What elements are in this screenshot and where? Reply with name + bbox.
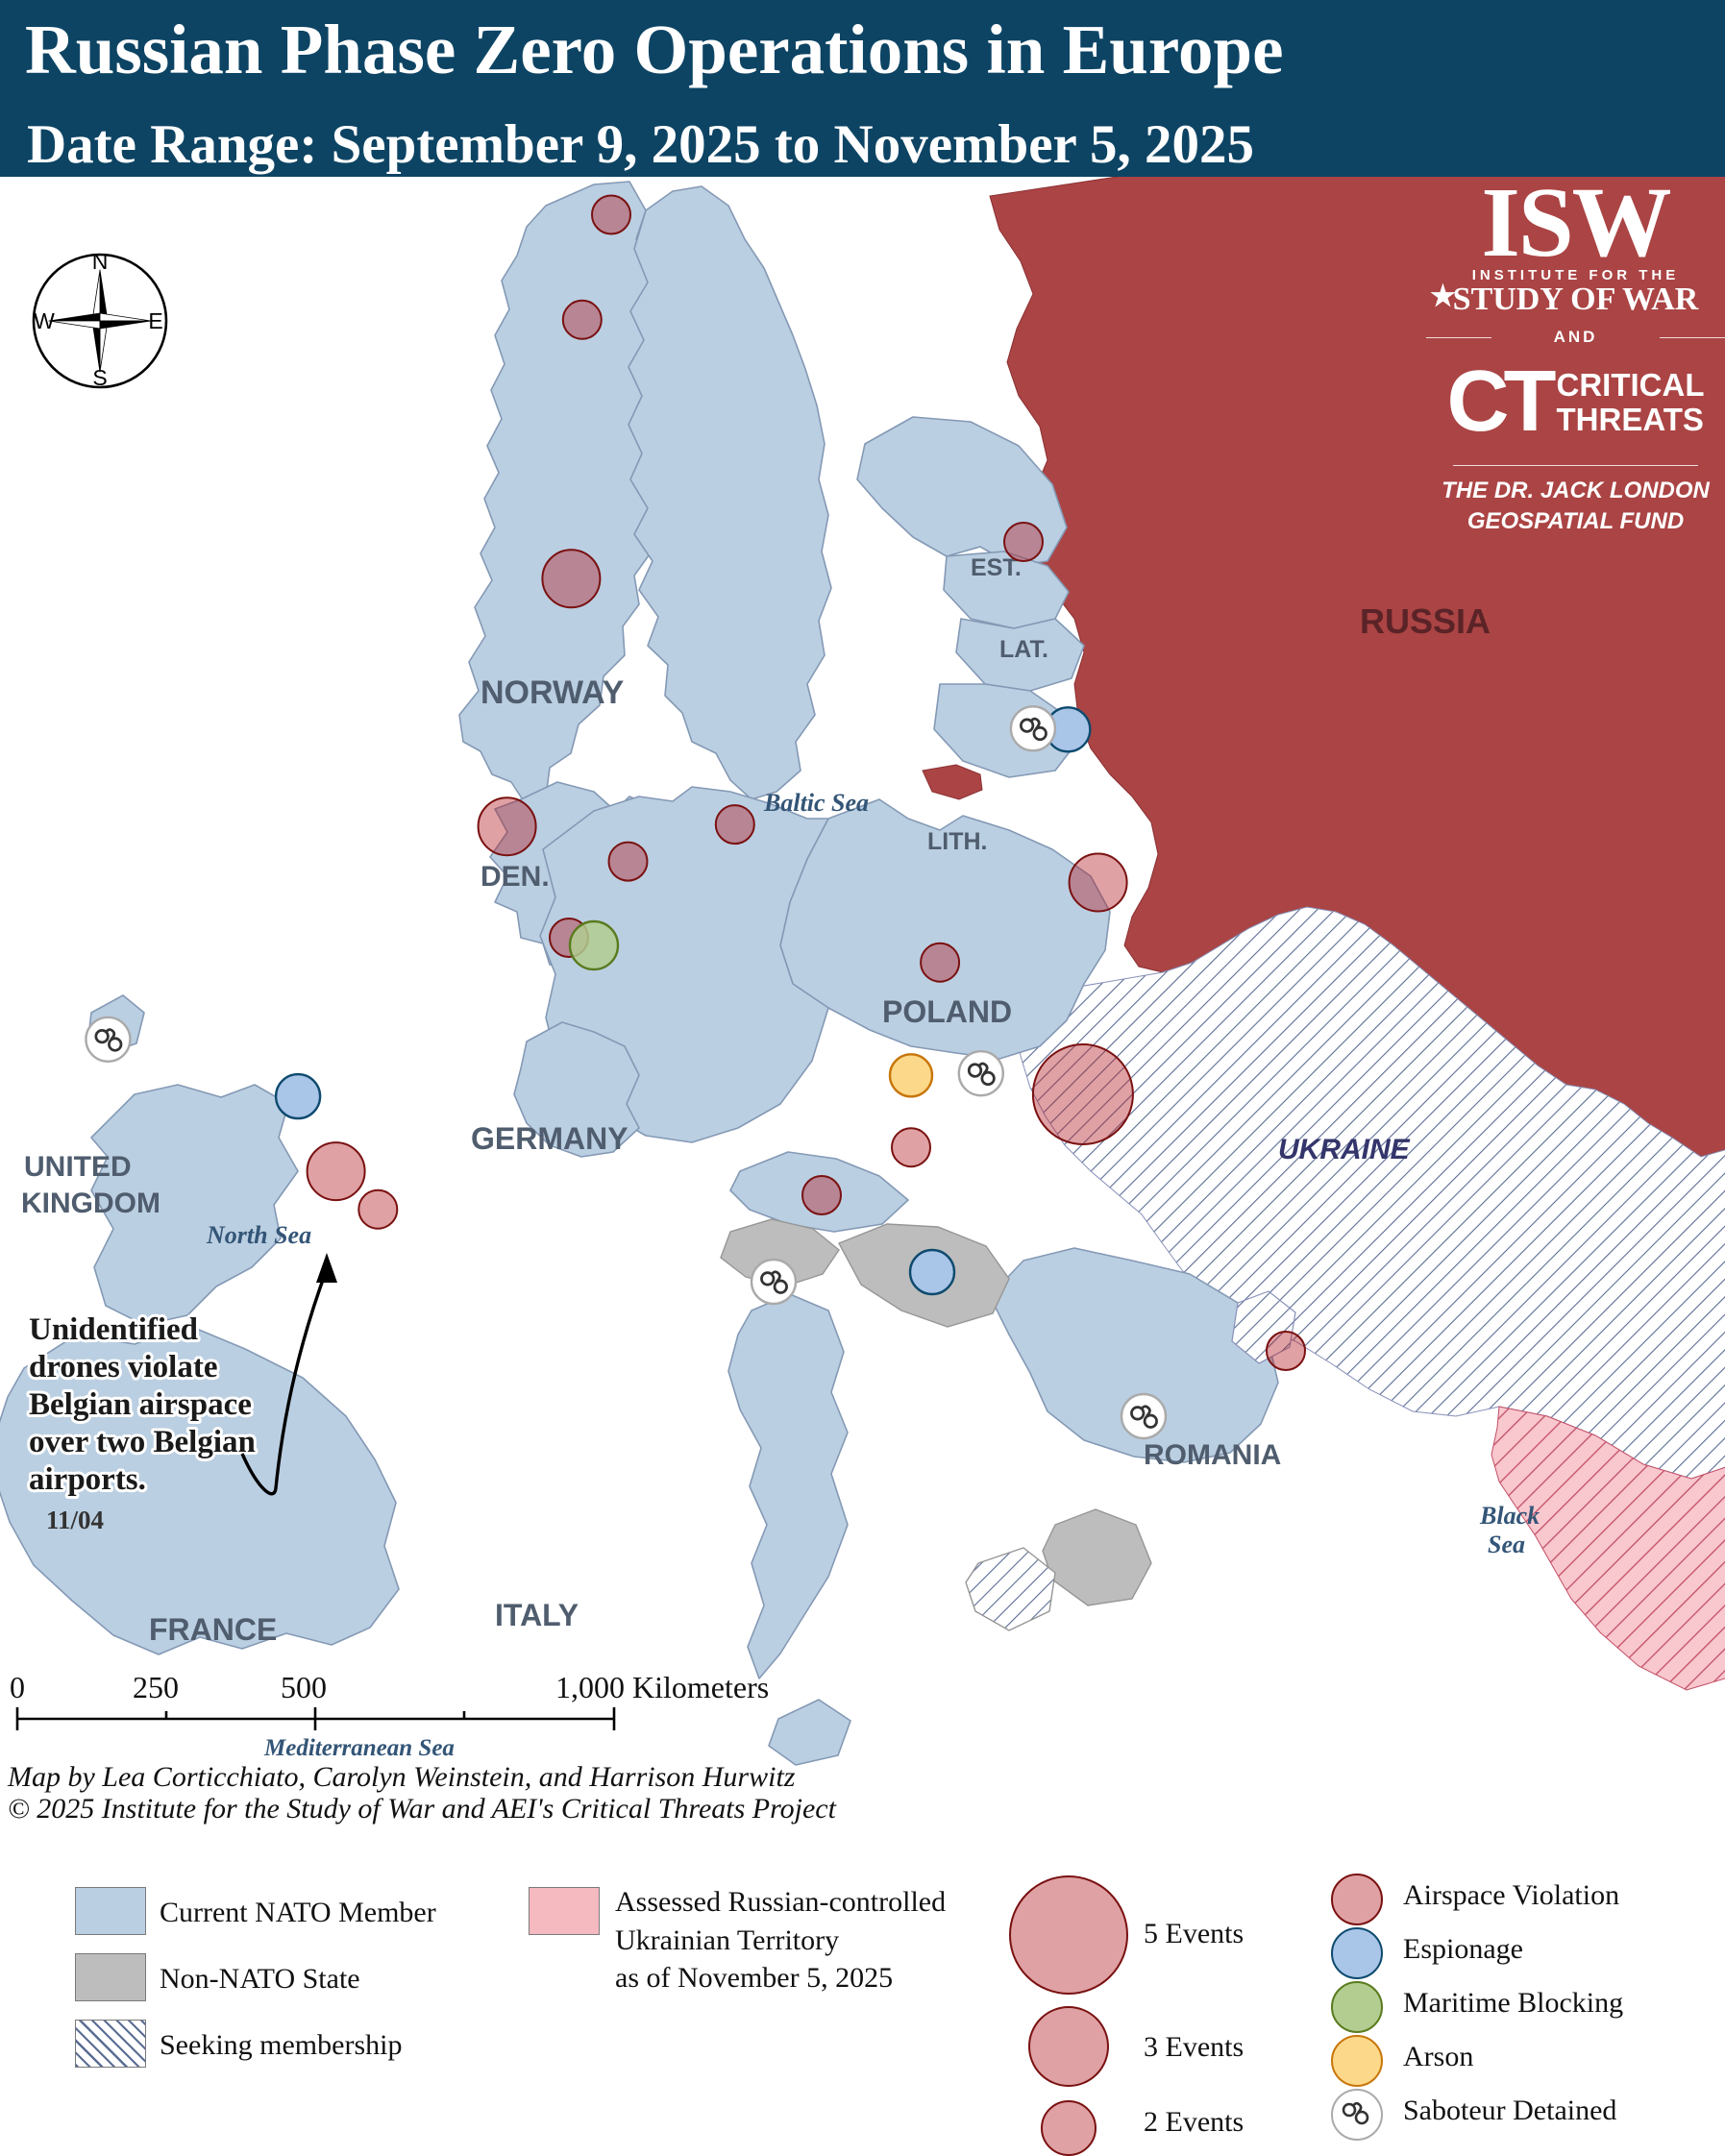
svg-text:NORWAY: NORWAY (481, 674, 625, 711)
svg-text:N: N (92, 251, 109, 274)
svg-text:0: 0 (10, 1670, 25, 1704)
svg-text:1,000 Kilometers: 1,000 Kilometers (555, 1670, 769, 1704)
svg-text:© 2025 Institute for the Study: © 2025 Institute for the Study of War an… (8, 1793, 837, 1825)
svg-text:FRANCE: FRANCE (149, 1612, 277, 1647)
svg-text:GERMANY: GERMANY (471, 1121, 628, 1156)
svg-text:E: E (148, 308, 162, 333)
svg-text:UKRAINE: UKRAINE (1278, 1134, 1411, 1165)
svg-text:DEN.: DEN. (481, 861, 550, 893)
svg-text:drones violate: drones violate (29, 1350, 217, 1384)
svg-text:W: W (34, 308, 55, 333)
svg-text:ROMANIA: ROMANIA (1144, 1439, 1281, 1471)
svg-text:250: 250 (133, 1670, 179, 1704)
svg-text:Unidentified: Unidentified (29, 1312, 198, 1347)
svg-text:Mediterranean Sea: Mediterranean Sea (263, 1735, 455, 1761)
svg-text:LAT.: LAT. (999, 636, 1048, 663)
svg-text:500: 500 (281, 1670, 327, 1704)
svg-text:North Sea: North Sea (206, 1221, 311, 1249)
svg-text:RUSSIA: RUSSIA (1360, 601, 1491, 641)
svg-text:KINGDOM: KINGDOM (21, 1188, 160, 1219)
svg-text:S: S (92, 365, 107, 390)
svg-text:Baltic Sea: Baltic Sea (763, 789, 869, 817)
svg-text:airports.: airports. (29, 1462, 146, 1497)
svg-text:LITH.: LITH. (927, 828, 988, 855)
svg-text:11/04: 11/04 (46, 1506, 104, 1534)
svg-text:Sea: Sea (1488, 1531, 1525, 1558)
svg-text:Belgian airspace: Belgian airspace (29, 1387, 252, 1422)
svg-text:over two Belgian: over two Belgian (29, 1425, 256, 1459)
svg-text:ITALY: ITALY (495, 1598, 579, 1632)
svg-text:Map by Lea Corticchiato, Carol: Map by Lea Corticchiato, Carolyn Weinste… (7, 1761, 796, 1793)
svg-text:UNITED: UNITED (24, 1151, 132, 1183)
svg-text:Black: Black (1479, 1502, 1540, 1530)
svg-text:POLAND: POLAND (882, 994, 1012, 1029)
